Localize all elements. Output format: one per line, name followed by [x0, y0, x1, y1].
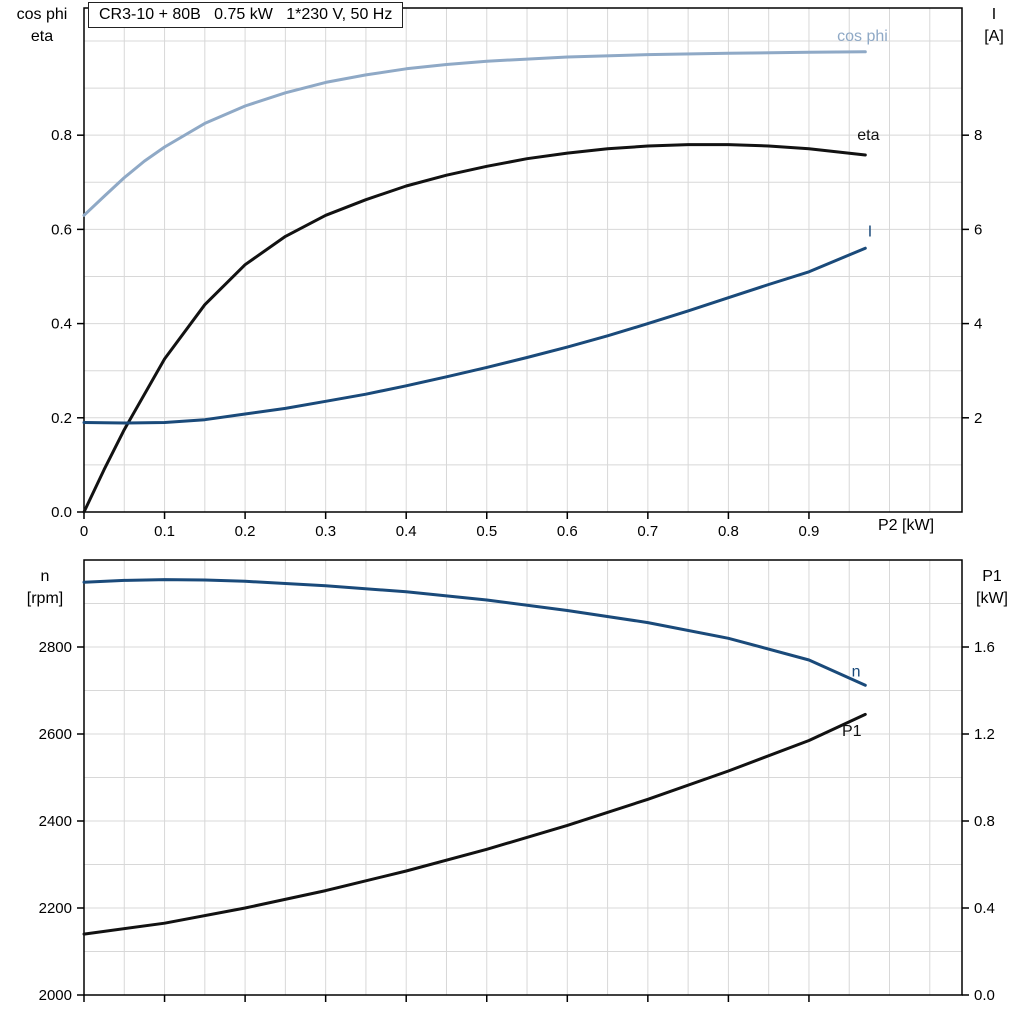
axis-title-current: I: [991, 6, 997, 23]
left-axis-tick-label: 2800: [39, 639, 72, 656]
curve-label-p1: P1: [842, 723, 862, 740]
right-axis-tick-label: 0.8: [974, 813, 995, 830]
right-axis-tick-label: 6: [974, 221, 982, 238]
x-axis-tick-label: 0.5: [476, 523, 497, 540]
x-axis-tick-label: 0.3: [315, 523, 336, 540]
axis-title-p1-unit: [kW]: [976, 590, 1008, 607]
plot-frame: [83, 559, 963, 996]
bottom-right-axis-title: P1 [kW]: [964, 566, 1020, 610]
curve-eta: [82, 143, 867, 514]
top-right-axis-title: I [A]: [968, 4, 1020, 48]
x-axis-tick-label: 0.2: [235, 523, 256, 540]
x-axis-label: P2 [kW]: [878, 517, 935, 534]
axis-title-eta: eta: [30, 28, 54, 45]
x-axis-tick-label: 0.7: [637, 523, 658, 540]
curve-label-eta: eta: [857, 127, 879, 144]
x-axis-tick-label: 0.6: [557, 523, 578, 540]
left-axis-tick-label: 2000: [39, 987, 72, 1004]
x-axis-tick-label: 0: [80, 523, 88, 540]
curve-p1: [82, 712, 867, 936]
curve-cos-phi: [82, 50, 867, 217]
left-axis-tick-label: 2400: [39, 813, 72, 830]
left-axis-tick-label: 0.2: [51, 410, 72, 427]
left-axis-tick-label: 2600: [39, 726, 72, 743]
left-axis-tick-label: 0.8: [51, 127, 72, 144]
curve-label-cos-phi: cos phi: [837, 28, 888, 45]
left-axis-tick-label: 0.0: [51, 504, 72, 521]
chart-title-box: CR3-10 + 80B 0.75 kW 1*230 V, 50 Hz: [88, 2, 404, 28]
left-axis-tick-label: 0.6: [51, 221, 72, 238]
top-left-axis-title: cos phi eta: [2, 4, 82, 48]
axis-title-speed: n: [40, 568, 50, 585]
axis-title-p1: P1: [982, 568, 1002, 585]
x-axis-tick-label: 0.9: [799, 523, 820, 540]
axis-title-current-unit: [A]: [984, 28, 1004, 45]
curve-label-current: I: [868, 223, 872, 240]
right-axis-tick-label: 4: [974, 316, 982, 333]
right-axis-tick-label: 2: [974, 410, 982, 427]
bottom-left-axis-title: n [rpm]: [10, 566, 80, 610]
right-axis-tick-label: 1.2: [974, 726, 995, 743]
axis-title-speed-unit: [rpm]: [26, 590, 64, 607]
curve-label-speed: n: [852, 664, 861, 681]
right-axis-tick-label: 0.4: [974, 900, 995, 917]
right-axis-tick-label: 8: [974, 127, 982, 144]
curve-speed: [82, 578, 867, 687]
axis-title-cos-phi: cos phi: [16, 6, 68, 23]
x-axis-tick-label: 0.4: [396, 523, 417, 540]
right-axis-tick-label: 1.6: [974, 639, 995, 656]
left-axis-tick-label: 2200: [39, 900, 72, 917]
x-axis-tick-label: 0.8: [718, 523, 739, 540]
left-axis-tick-label: 0.4: [51, 316, 72, 333]
right-axis-tick-label: 0.0: [974, 987, 995, 1004]
curve-current: [82, 246, 867, 425]
plot-frame: [83, 7, 963, 513]
x-axis-tick-label: 0.1: [154, 523, 175, 540]
